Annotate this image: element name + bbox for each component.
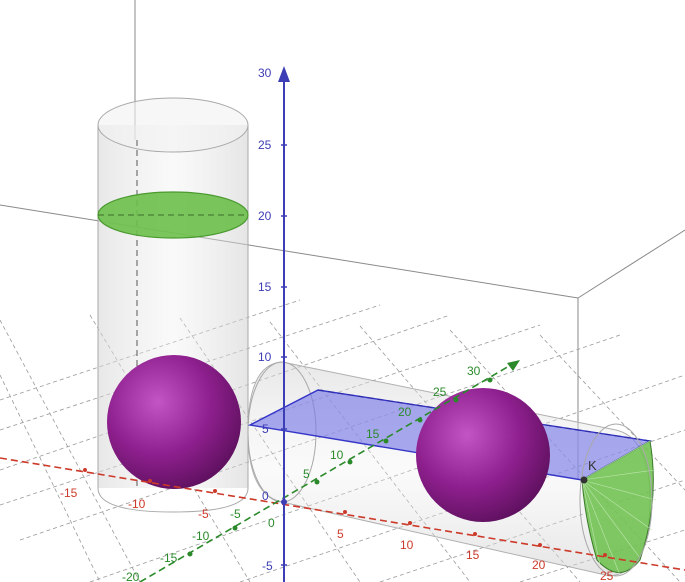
y-tick-label: 25 — [433, 385, 447, 399]
point-k-label: K — [588, 458, 597, 473]
water-surface — [97, 191, 249, 239]
z-tick-label: -5 — [262, 559, 273, 573]
cylinder-end-cap — [579, 423, 657, 577]
z-tick-label: 10 — [258, 350, 272, 364]
y-axis — [139, 360, 520, 582]
x-tick-label: -10 — [128, 497, 146, 511]
x-tick-label: 15 — [466, 548, 480, 562]
x-tick-label: 10 — [400, 538, 414, 552]
x-tick-label: 25 — [600, 569, 614, 582]
cylinder-top-rim — [97, 97, 249, 153]
y-tick-label: 30 — [467, 364, 481, 378]
y-tick-label: 20 — [398, 405, 412, 419]
x-tick-label: 5 — [337, 527, 344, 541]
z-axis — [278, 66, 290, 582]
y-tick-label: 5 — [303, 467, 310, 481]
y-tick-label: 0 — [268, 516, 275, 530]
x-axis-tick-labels: -15 -10 -5 5 10 15 20 25 — [60, 486, 614, 582]
x-axis — [0, 457, 685, 571]
x-tick-label: -5 — [198, 507, 209, 521]
y-axis-tick-labels: -20 -15 -10 -5 0 5 10 15 20 25 30 — [122, 364, 481, 582]
sphere-right — [416, 388, 550, 522]
y-tick-label: -5 — [230, 507, 241, 521]
z-tick-label: 25 — [258, 138, 272, 152]
point-k[interactable]: K — [580, 458, 598, 484]
y-tick-label: -20 — [122, 570, 140, 582]
y-tick-label: -10 — [192, 529, 210, 543]
x-tick-label: -15 — [60, 486, 78, 500]
z-axis-tick-labels: -5 0 5 10 15 20 25 30 — [258, 66, 273, 573]
y-tick-label: 10 — [330, 448, 344, 462]
z-tick-label: 5 — [262, 422, 269, 436]
sphere-left — [107, 355, 241, 489]
z-tick-label: 15 — [258, 280, 272, 294]
y-tick-label: -15 — [160, 551, 178, 565]
z-tick-label: 30 — [258, 66, 272, 80]
x-tick-label: 20 — [532, 558, 546, 572]
y-tick-label: 15 — [366, 427, 380, 441]
z-tick-label: 0 — [262, 489, 269, 503]
z-tick-label: 20 — [258, 209, 272, 223]
